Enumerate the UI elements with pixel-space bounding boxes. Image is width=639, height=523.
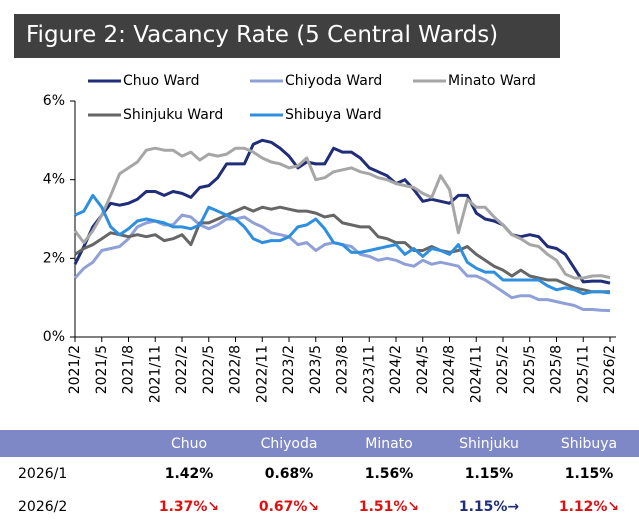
y-tick-label: 4% [43,172,65,188]
cell: 1.56% [364,465,414,482]
legend-label: Shinjuku Ward [123,107,223,123]
x-tick-label: 2024/8 [442,345,458,394]
x-tick-label: 2025/2 [495,345,511,394]
row-label: 2026/2 [18,498,68,515]
x-tick-label: 2024/5 [415,345,431,394]
header-cell: Chuo [139,430,239,457]
cell: 1.37%↘ [158,498,220,515]
chart: 0% 2% 4% 6% 2021/2 2021/5 2021/8 2021/11 2022/2 2… [43,73,618,403]
x-tick-label: 2022/5 [201,345,217,394]
summary-table: Chuo Chiyoda Minato Shinjuku Shibuya 202… [0,430,639,523]
x-tick-label: 2021/11 [147,345,163,403]
series-line [74,205,610,294]
x-tick-label: 2021/8 [121,345,137,394]
cell: 0.68% [264,465,314,482]
table-row: 2026/1 1.42% 0.68% 1.56% 1.15% 1.15% [0,457,639,490]
cell: 0.67%↘ [258,498,320,515]
cell: 1.15% [564,465,614,482]
legend-label: Chuo Ward [123,73,199,89]
x-tick-label: 2025/8 [549,345,565,394]
table-row: 2026/2 1.37%↘ 0.67%↘ 1.51%↘ 1.15%→ 1.12%… [0,490,639,523]
x-tick-label: 2023/5 [308,345,324,394]
x-tick-label: 2021/2 [67,345,83,394]
x-tick-label: 2022/11 [254,345,270,403]
chart-title: Figure 2: Vacancy Rate (5 Central Wards) [26,22,499,48]
x-tick-label: 2025/11 [575,345,591,403]
series-line [74,193,611,296]
series-line [73,213,611,313]
table-header: Chuo Chiyoda Minato Shinjuku Shibuya [0,430,639,457]
cell: 1.12%↘ [558,498,620,515]
header-cell: Chiyoda [239,430,339,457]
cell: 1.42% [164,465,214,482]
x-tick-label: 2023/11 [361,345,377,403]
cell: 1.15%→ [458,498,520,515]
x-tick-label: 2024/11 [468,345,484,403]
y-tick-label: 0% [43,329,65,345]
corner [0,430,139,457]
x-tick-label: 2023/8 [335,345,351,394]
header-cell: Minato [339,430,439,457]
legend-label: Shibuya Ward [285,107,382,123]
x-tick-label: 2024/2 [388,345,404,394]
cell: 1.15% [464,465,514,482]
header-cell: Shibuya [539,430,639,457]
legend-label: Chiyoda Ward [285,73,382,89]
series-line [73,146,611,280]
x-tick-label: 2026/2 [602,345,618,394]
x-tick-label: 2023/2 [281,345,297,394]
title-banner: Figure 2: Vacancy Rate (5 Central Wards) [14,14,560,58]
x-tick-label: 2022/2 [174,345,190,394]
x-tick-label: 2022/8 [228,345,244,394]
header-cell: Shinjuku [439,430,539,457]
x-tick-label: 2025/5 [522,345,538,394]
cell: 1.51%↘ [358,498,420,515]
y-tick-label: 6% [43,93,65,109]
row-label: 2026/1 [18,465,68,482]
y-tick-label: 2% [43,250,65,266]
series-line [73,138,611,285]
legend-label: Minato Ward [448,73,536,89]
x-tick-label: 2021/5 [94,345,110,394]
